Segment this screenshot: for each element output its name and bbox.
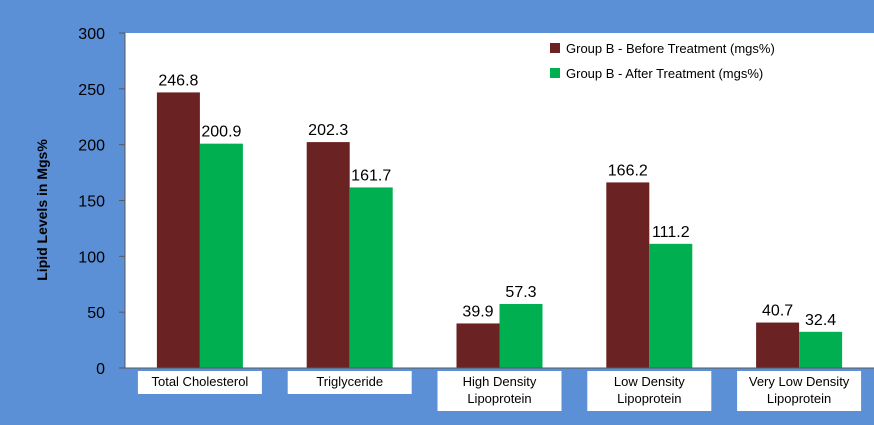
y-tick-label: 150 [78, 194, 105, 211]
category-label-box [137, 371, 262, 394]
bar [756, 322, 800, 368]
bar [606, 182, 650, 368]
category-label: Very Low Density [749, 374, 850, 389]
x-axis-categories: Total Cholesterol Triglyceride High Densit… [137, 371, 862, 411]
bar [456, 323, 500, 368]
category-label: Lipoprotein [767, 391, 831, 406]
bars [124, 33, 874, 369]
category-label-box [587, 371, 712, 411]
y-tick-label: 300 [78, 26, 105, 43]
bar-value-label: 161.7 [351, 167, 391, 184]
y-axis-ticks: 0 50 100 150 200 250 300 [78, 26, 125, 378]
bar [199, 143, 243, 368]
legend-swatch [550, 68, 560, 78]
legend-label: Group B - Before Treatment (mgs%) [566, 41, 775, 56]
bar-value-label: 202.3 [308, 122, 348, 139]
category-label-box [287, 371, 412, 394]
bar-value-label: 40.7 [762, 303, 793, 320]
y-tick-label: 0 [96, 361, 105, 378]
y-tick-label: 200 [78, 138, 105, 155]
bar-value-label: 246.8 [158, 72, 198, 89]
category-label: Triglyceride [316, 374, 383, 389]
category-label: High Density [463, 374, 537, 389]
y-axis-title: Lipid Levels in Mgs% [34, 139, 50, 281]
bar-value-label: 111.2 [652, 224, 690, 241]
category-label: Lipoprotein [617, 391, 681, 406]
category-label: Total Cholesterol [151, 374, 248, 389]
category-label-box [437, 371, 562, 411]
legend: Group B - Before Treatment (mgs%) Group B… [550, 41, 775, 81]
legend-label: Group B - After Treatment (mgs%) [566, 66, 763, 81]
bar-value-label: 166.2 [608, 162, 648, 179]
bar-value-label: 39.9 [462, 303, 493, 320]
bar [499, 304, 543, 368]
category-label: Lipoprotein [467, 391, 531, 406]
bar-value-label: 200.9 [201, 124, 241, 141]
bar-value-label: 32.4 [805, 312, 836, 329]
legend-swatch [550, 43, 560, 53]
category-label: Low Density [614, 374, 685, 389]
bar [649, 243, 693, 368]
data-labels: 246.8 200.9 202.3 161.7 39.9 57.3 166.2 111.2 40… [158, 72, 836, 328]
category-label-box [737, 371, 862, 411]
bar-value-label: 57.3 [505, 284, 536, 301]
bar [349, 187, 393, 368]
bar [156, 92, 200, 368]
y-tick-label: 100 [78, 249, 105, 266]
bar [799, 331, 843, 368]
bar [306, 142, 350, 368]
y-tick-label: 250 [78, 82, 105, 99]
y-tick-label: 50 [87, 305, 105, 322]
